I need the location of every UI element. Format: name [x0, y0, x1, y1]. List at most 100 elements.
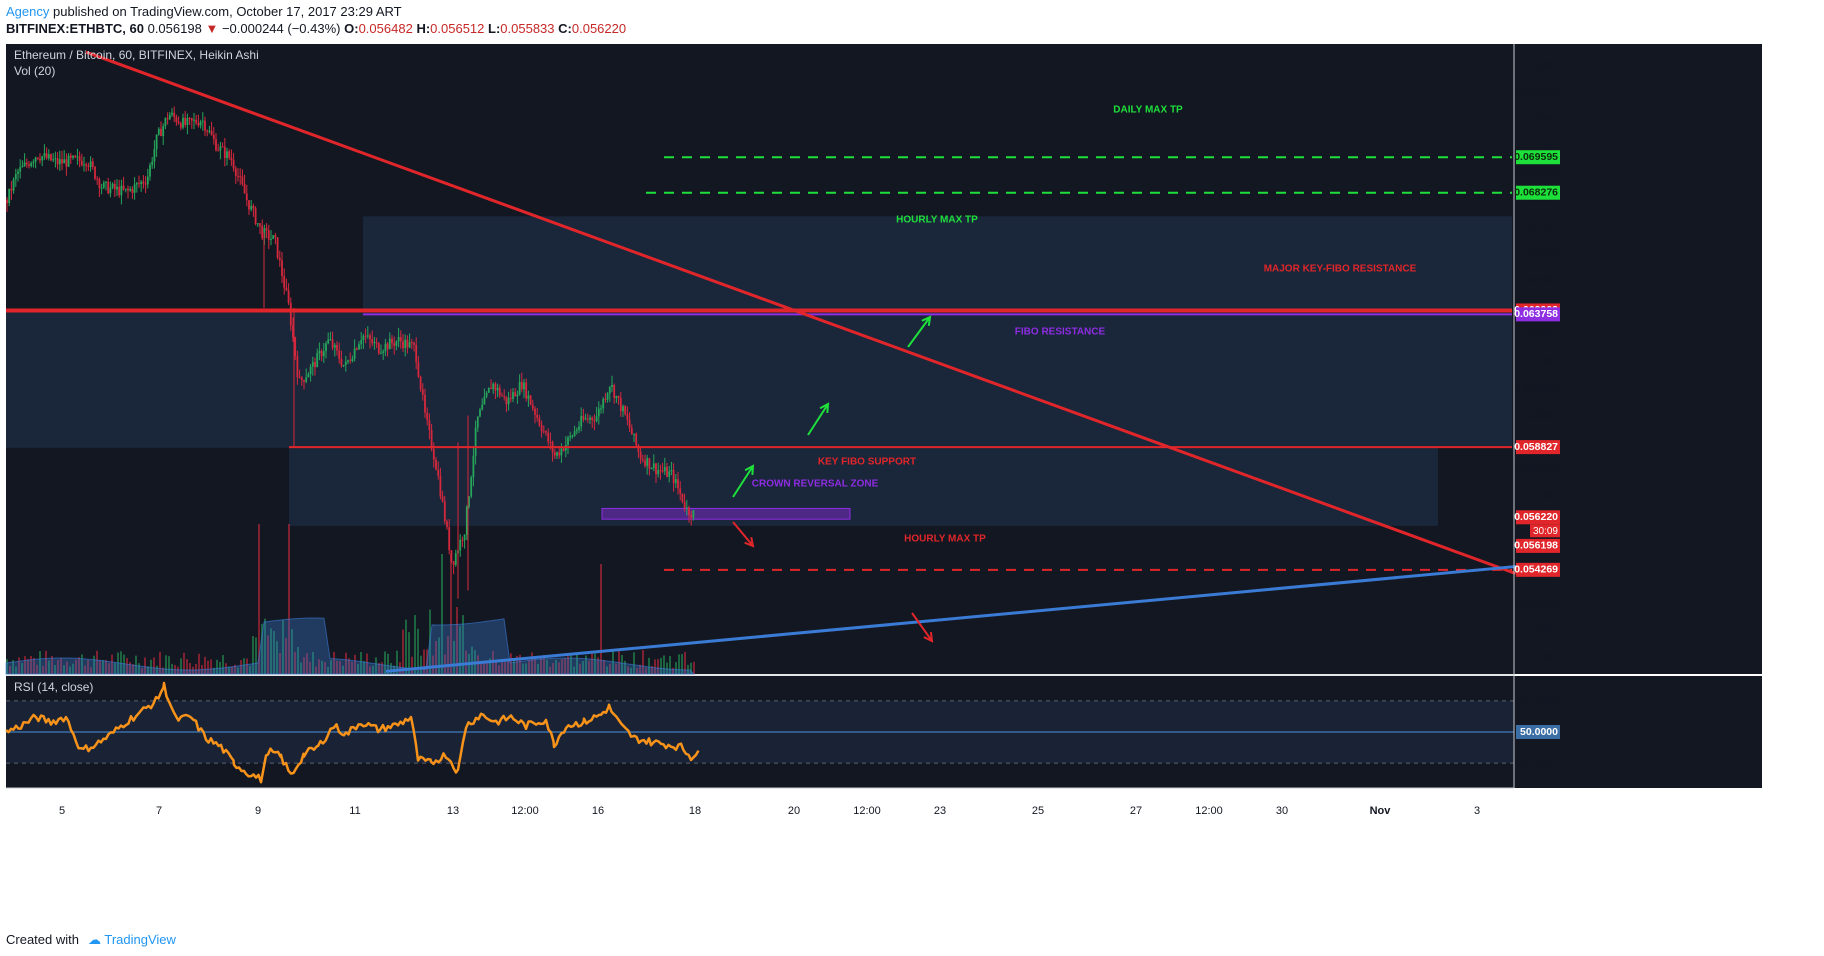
candle-body: [98, 179, 101, 189]
candle-body: [611, 384, 613, 388]
volume-bar: [147, 666, 149, 674]
volume-bar: [525, 663, 527, 674]
candle-body: [604, 398, 607, 400]
volume-bar: [336, 660, 338, 674]
volume-bar: [540, 655, 542, 674]
volume-bar: [9, 665, 11, 674]
time-tick-label: 25: [1032, 805, 1044, 817]
volume-bar: [462, 615, 464, 674]
candle-body: [72, 155, 74, 158]
chart-annotation: DAILY MAX TP: [1113, 105, 1183, 116]
candle-body: [571, 435, 574, 437]
volume-bar: [459, 625, 461, 674]
candle-body: [43, 153, 46, 157]
volume-bar: [111, 654, 113, 674]
volume-bar: [633, 652, 635, 674]
volume-bar: [312, 651, 314, 674]
candle-body: [443, 501, 446, 522]
candle-body: [12, 179, 15, 191]
volume-bar: [606, 666, 608, 674]
candle-body: [223, 146, 226, 159]
candle-body: [461, 539, 464, 541]
time-tick-label: 3: [1474, 805, 1480, 817]
candle-body: [190, 118, 193, 121]
price-axis[interactable]: 0.073000 0.072000 0.071000 0.070000 0.069000…: [1514, 59, 1560, 664]
candle-body: [329, 339, 332, 341]
candle-body: [542, 431, 545, 433]
volume-bar: [327, 666, 329, 674]
volume-bar: [42, 665, 44, 674]
volume-bar: [303, 657, 305, 674]
chart-svg[interactable]: DAILY MAX TP HOURLY MAX TP MAJOR KEY-FIBO …: [0, 44, 1824, 924]
candle-body: [692, 510, 695, 518]
time-axis[interactable]: 5 7 9 11 13 12:00 16 18 20 12:00 23 25 27 12:00 30 Nov 3: [59, 805, 1480, 817]
price-marker: [1516, 510, 1560, 525]
volume-bar: [63, 665, 65, 674]
candle-body: [122, 185, 125, 190]
candle-body: [342, 364, 345, 366]
candle-body: [74, 155, 77, 158]
candle-body: [314, 362, 316, 368]
candle-body: [404, 339, 407, 349]
candle-body: [322, 351, 325, 357]
candle-body: [485, 392, 488, 397]
price-marker-label: 0.069595: [1514, 151, 1558, 163]
candle-body: [547, 432, 550, 442]
candle-body: [281, 260, 283, 277]
volume-bar: [333, 651, 335, 674]
candle-body: [78, 156, 81, 161]
arrows-layer: [732, 315, 934, 643]
candle-body: [215, 139, 217, 151]
volume-label: Vol (20): [14, 64, 55, 78]
volume-bar: [630, 667, 632, 674]
candle-body: [188, 118, 191, 120]
candle-body: [250, 205, 253, 210]
chart-annotation: KEY FIBO SUPPORT: [818, 457, 916, 468]
tradingview-logo[interactable]: ☁ TradingView: [88, 932, 176, 948]
candle-body: [245, 193, 248, 201]
volume-layer: [5, 524, 696, 675]
rsi-label: RSI (14, close): [14, 680, 93, 694]
symbol-label: BITFINEX:ETHBTC, 60: [6, 21, 144, 36]
candle-body: [153, 149, 156, 162]
candle-body: [428, 420, 431, 431]
volume-bar: [504, 662, 506, 674]
price-marker-label: 0.063758: [1514, 308, 1558, 320]
candle-body: [111, 183, 114, 188]
candle-body: [199, 121, 202, 126]
candle-body: [448, 527, 451, 551]
candle-body: [562, 448, 565, 451]
volume-bar: [225, 663, 227, 674]
volume-bar: [489, 658, 491, 674]
candle-body: [309, 366, 312, 375]
candle-body: [479, 409, 481, 417]
candle-body: [648, 458, 651, 469]
candle-body: [386, 343, 389, 350]
candle-body: [591, 417, 594, 420]
volume-bar: [51, 655, 53, 674]
chart-area[interactable]: DAILY MAX TP HOURLY MAX TP MAJOR KEY-FIBO …: [0, 44, 1824, 924]
time-tick-label: 18: [689, 805, 701, 817]
descending-trendline[interactable]: [85, 50, 1519, 576]
candle-body: [87, 165, 90, 167]
ascending-trendline[interactable]: [385, 564, 1519, 673]
candle-body: [633, 433, 635, 435]
candle-body: [446, 521, 448, 528]
volume-bar: [660, 657, 662, 674]
author-link[interactable]: Agency: [6, 4, 50, 19]
time-tick-label: 12:00: [1195, 805, 1223, 817]
volume-bar: [30, 655, 32, 674]
time-tick-label: 27: [1130, 805, 1142, 817]
volume-bar: [237, 667, 239, 674]
price-change: −0.000244 (−0.43%): [221, 21, 341, 36]
candle-body: [54, 158, 57, 160]
candle-body: [602, 398, 605, 409]
candle-body: [311, 362, 314, 367]
volume-bar: [321, 660, 323, 674]
price-tick-label: 0.069000: [1514, 167, 1558, 179]
volume-bar: [354, 654, 356, 674]
volume-bar: [378, 663, 380, 674]
volume-bar: [180, 658, 182, 674]
volume-bar: [252, 636, 254, 674]
candle-body: [670, 470, 673, 472]
